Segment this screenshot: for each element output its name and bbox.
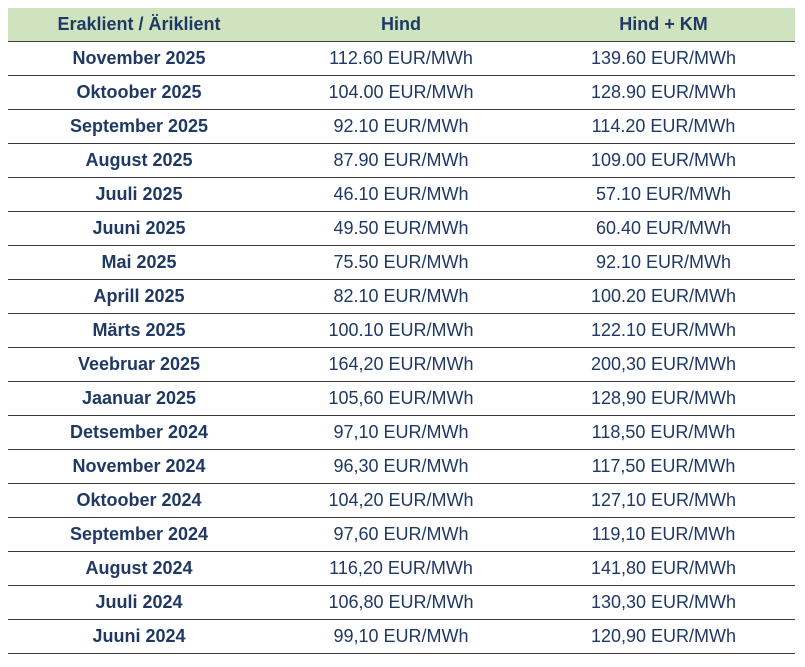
table-row: Jaanuar 2025 105,60 EUR/MWh 128,90 EUR/MWh (8, 381, 795, 416)
price-cell: 92.10 EUR/MWh (532, 245, 795, 280)
month-cell: Detsember 2024 (8, 415, 270, 450)
price-cell: 200,30 EUR/MWh (532, 347, 795, 382)
month-cell: November 2024 (8, 449, 270, 484)
price-cell: 46.10 EUR/MWh (270, 177, 532, 212)
table-row: Juuli 2024 106,80 EUR/MWh 130,30 EUR/MWh (8, 585, 795, 620)
price-cell: 82.10 EUR/MWh (270, 279, 532, 314)
month-cell: Märts 2025 (8, 313, 270, 348)
table-row: Aprill 2025 82.10 EUR/MWh 100.20 EUR/MWh (8, 279, 795, 314)
month-cell: Juuli 2025 (8, 177, 270, 212)
table-row: November 2025 112.60 EUR/MWh 139.60 EUR/MW… (8, 41, 795, 76)
price-cell: 119,10 EUR/MWh (532, 517, 795, 552)
price-cell: 100.20 EUR/MWh (532, 279, 795, 314)
table-row: August 2025 87.90 EUR/MWh 109.00 EUR/MWh (8, 143, 795, 178)
table-row: Märts 2025 100.10 EUR/MWh 122.10 EUR/MWh (8, 313, 795, 348)
price-cell: 60.40 EUR/MWh (532, 211, 795, 246)
month-cell: November 2025 (8, 41, 270, 76)
month-cell: Oktoober 2025 (8, 75, 270, 110)
price-cell: 49.50 EUR/MWh (270, 211, 532, 246)
month-cell: August 2025 (8, 143, 270, 178)
header-row: Eraklient / Äriklient Hind Hind + KM (8, 8, 795, 42)
price-cell: 57.10 EUR/MWh (532, 177, 795, 212)
table-row: Juuni 2024 99,10 EUR/MWh 120,90 EUR/MWh (8, 619, 795, 654)
month-cell: Juuni 2024 (8, 619, 270, 654)
header-cell: Eraklient / Äriklient (8, 8, 270, 42)
price-cell: 141,80 EUR/MWh (532, 551, 795, 586)
price-cell: 164,20 EUR/MWh (270, 347, 532, 382)
price-table: Eraklient / Äriklient Hind Hind + KM Novem… (8, 8, 795, 654)
month-cell: Jaanuar 2025 (8, 381, 270, 416)
price-cell: 104,20 EUR/MWh (270, 483, 532, 518)
price-cell: 139.60 EUR/MWh (532, 41, 795, 76)
header-cell: Hind + KM (532, 8, 795, 42)
table-row: September 2025 92.10 EUR/MWh 114.20 EUR/MW… (8, 109, 795, 144)
price-cell: 92.10 EUR/MWh (270, 109, 532, 144)
price-cell: 112.60 EUR/MWh (270, 41, 532, 76)
month-cell: September 2024 (8, 517, 270, 552)
table-body: November 2025 112.60 EUR/MWh 139.60 EUR/MW… (8, 41, 795, 654)
month-cell: Veebruar 2025 (8, 347, 270, 382)
price-cell: 116,20 EUR/MWh (270, 551, 532, 586)
header-cell: Hind (270, 8, 532, 42)
price-cell: 128,90 EUR/MWh (532, 381, 795, 416)
price-cell: 100.10 EUR/MWh (270, 313, 532, 348)
price-cell: 109.00 EUR/MWh (532, 143, 795, 178)
price-cell: 96,30 EUR/MWh (270, 449, 532, 484)
table-row: Mai 2025 75.50 EUR/MWh 92.10 EUR/MWh (8, 245, 795, 280)
table-row: Juuni 2025 49.50 EUR/MWh 60.40 EUR/MWh (8, 211, 795, 246)
price-cell: 130,30 EUR/MWh (532, 585, 795, 620)
month-cell: Aprill 2025 (8, 279, 270, 314)
price-cell: 128.90 EUR/MWh (532, 75, 795, 110)
table-row: November 2024 96,30 EUR/MWh 117,50 EUR/MWh (8, 449, 795, 484)
price-cell: 114.20 EUR/MWh (532, 109, 795, 144)
table-header: Eraklient / Äriklient Hind Hind + KM (8, 8, 795, 42)
price-cell: 99,10 EUR/MWh (270, 619, 532, 654)
month-cell: Juuli 2024 (8, 585, 270, 620)
price-cell: 97,10 EUR/MWh (270, 415, 532, 450)
price-cell: 87.90 EUR/MWh (270, 143, 532, 178)
month-cell: Juuni 2025 (8, 211, 270, 246)
price-cell: 118,50 EUR/MWh (532, 415, 795, 450)
month-cell: September 2025 (8, 109, 270, 144)
table-row: September 2024 97,60 EUR/MWh 119,10 EUR/MW… (8, 517, 795, 552)
table-row: August 2024 116,20 EUR/MWh 141,80 EUR/MWh (8, 551, 795, 586)
price-cell: 117,50 EUR/MWh (532, 449, 795, 484)
table-row: Oktoober 2024 104,20 EUR/MWh 127,10 EUR/MW… (8, 483, 795, 518)
price-cell: 104.00 EUR/MWh (270, 75, 532, 110)
price-cell: 122.10 EUR/MWh (532, 313, 795, 348)
month-cell: Mai 2025 (8, 245, 270, 280)
price-cell: 120,90 EUR/MWh (532, 619, 795, 654)
price-cell: 105,60 EUR/MWh (270, 381, 532, 416)
table-row: Detsember 2024 97,10 EUR/MWh 118,50 EUR/MW… (8, 415, 795, 450)
price-cell: 75.50 EUR/MWh (270, 245, 532, 280)
month-cell: Oktoober 2024 (8, 483, 270, 518)
table-row: Juuli 2025 46.10 EUR/MWh 57.10 EUR/MWh (8, 177, 795, 212)
month-cell: August 2024 (8, 551, 270, 586)
table-row: Oktoober 2025 104.00 EUR/MWh 128.90 EUR/MW… (8, 75, 795, 110)
price-cell: 106,80 EUR/MWh (270, 585, 532, 620)
price-cell: 97,60 EUR/MWh (270, 517, 532, 552)
price-cell: 127,10 EUR/MWh (532, 483, 795, 518)
table-row: Veebruar 2025 164,20 EUR/MWh 200,30 EUR/MW… (8, 347, 795, 382)
